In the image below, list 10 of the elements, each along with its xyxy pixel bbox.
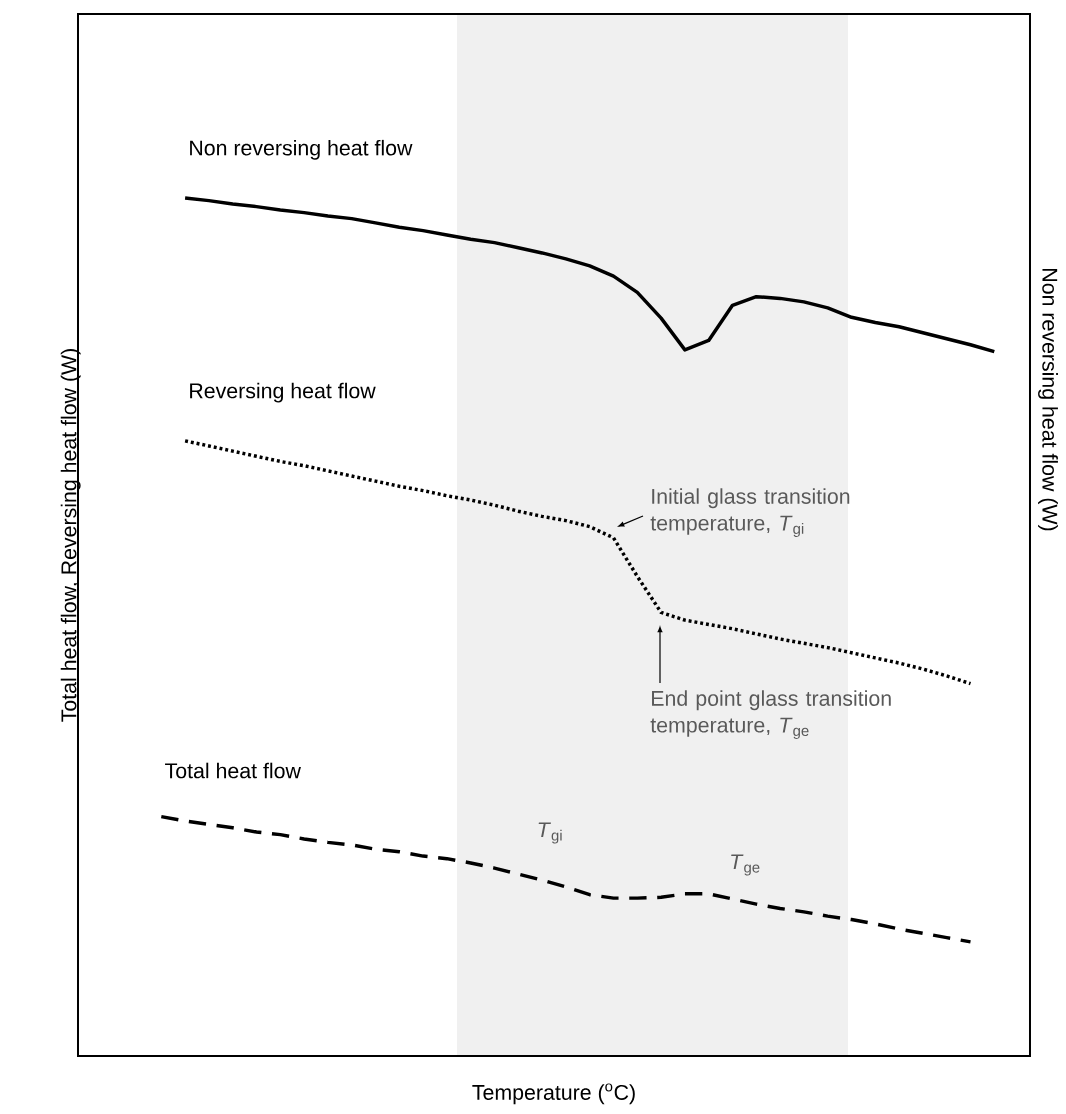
series-label: Total heat flow xyxy=(165,762,301,779)
annotation: End point glass transition temperature, T$_{ge}$ xyxy=(650,690,891,739)
annotation: T$_{gi}$ xyxy=(538,822,562,844)
series-label: Non reversing heat flow xyxy=(190,139,413,160)
x-axis-title: Temperature ($^{o}$C) xyxy=(472,1083,635,1105)
y2-axis-title: Non reversing heat flow (W) xyxy=(1038,269,1058,531)
annotation: T$_{ge}$ xyxy=(731,854,760,876)
annotation: Initial glass transition temperature, T$_{gi}$ xyxy=(650,488,850,537)
y-axis-title: Total heat flow, Reversing heat flow (W) xyxy=(60,349,81,722)
series-label: Reversing heat flow xyxy=(190,382,376,403)
